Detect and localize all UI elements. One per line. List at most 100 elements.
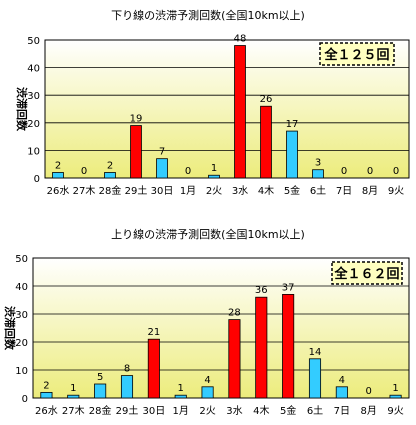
x-tick-label: 8月 — [362, 185, 378, 197]
bar-value-label: 0 — [341, 166, 347, 177]
x-tick-label: 9火 — [387, 405, 403, 417]
x-tick-label: 5金 — [284, 184, 300, 197]
y-axis-label: 渋滞回数 — [3, 306, 17, 351]
x-tick-label: 4木 — [253, 405, 269, 417]
total-badge: 全１２５回 — [319, 42, 395, 66]
x-tick-label: 6土 — [310, 184, 326, 197]
bar-value-label: 19 — [130, 114, 143, 125]
y-tick-label: 40 — [27, 64, 40, 75]
y-tick-labels: 0 10 20 30 40 50 — [27, 36, 40, 185]
x-tick-label: 2火 — [206, 185, 222, 197]
bar-value-label: 14 — [309, 347, 322, 358]
y-tick-label: 10 — [27, 146, 40, 157]
x-tick-label: 5金 — [280, 404, 296, 417]
bar-value-label: 4 — [204, 375, 210, 386]
x-tick-label: 30日 — [151, 186, 174, 197]
total-badge-box — [319, 42, 395, 66]
x-tick-label: 28金 — [89, 404, 112, 417]
bar-value-label: 0 — [366, 386, 372, 397]
y-axis-label: 渋滞回数 — [15, 87, 29, 132]
bar — [120, 375, 134, 399]
x-tick-label: 1月 — [173, 405, 189, 417]
x-tick-label: 2火 — [199, 405, 215, 417]
x-tick-label: 8月 — [361, 405, 377, 417]
bar — [286, 130, 298, 179]
bar-value-label: 0 — [367, 166, 373, 177]
bar-value-label: 28 — [228, 308, 241, 319]
x-tick-label: 29土 — [125, 184, 148, 197]
bar-value-label: 17 — [286, 119, 299, 130]
gridlines — [45, 67, 409, 151]
y-tick-label: 20 — [27, 119, 40, 130]
y-tick-label: 50 — [27, 36, 40, 47]
bar-value-label: 8 — [124, 364, 130, 375]
bar — [260, 105, 272, 179]
bar-value-label: 48 — [234, 34, 247, 45]
bar — [312, 169, 324, 179]
bar-value-label: 37 — [282, 282, 295, 293]
bar-value-label: 0 — [185, 166, 191, 177]
y-tick-label: 30 — [15, 310, 28, 321]
bar — [156, 158, 168, 179]
bar — [40, 391, 53, 399]
chart-title: 上り線の渋滞予測回数(全国10km以上) — [111, 227, 305, 241]
x-tick-label: 3水 — [226, 405, 242, 417]
bar — [208, 174, 220, 179]
x-tick-label: 28金 — [99, 184, 122, 197]
y-tick-label: 30 — [27, 91, 40, 102]
bar-value-label: 1 — [211, 163, 217, 174]
bar-value-label: 4 — [339, 375, 345, 386]
bar — [130, 125, 142, 179]
x-tick-label: 30日 — [142, 406, 165, 417]
bar — [104, 172, 116, 179]
y-tick-label: 50 — [15, 254, 28, 265]
bar-value-label: 0 — [81, 166, 87, 177]
bar-value-label: 2 — [43, 380, 49, 391]
bar — [282, 293, 295, 399]
bar — [147, 338, 160, 399]
bars: 2 0 2 19 7 0 1 48 26 17 3 0 0 0 — [52, 34, 399, 179]
x-tick-label: 26水 — [35, 405, 58, 417]
bar-value-label: 1 — [178, 383, 184, 394]
x-tick-label: 27木 — [73, 185, 96, 197]
total-badge-box — [331, 261, 403, 285]
bar-value-label: 1 — [70, 383, 76, 394]
bar-value-label: 36 — [255, 285, 268, 296]
y-tick-label: 20 — [15, 338, 28, 349]
bar — [52, 172, 64, 179]
x-tick-labels: 26水 27木 28金 29土 30日 1月 2火 3水 4木 5金 6土 7日 8月 9火 — [35, 404, 404, 417]
bar — [174, 394, 187, 399]
x-tick-label: 7日 — [336, 186, 352, 197]
bar-value-label: 3 — [315, 158, 321, 169]
total-badge-text: 全１２５回 — [323, 47, 389, 63]
bar-value-label: 0 — [393, 166, 399, 177]
bar — [389, 394, 402, 399]
y-tick-label: 10 — [15, 366, 28, 377]
x-tick-label: 4木 — [258, 185, 274, 197]
bar — [234, 45, 246, 179]
x-tick-label: 7日 — [334, 406, 350, 417]
x-tick-label: 3水 — [232, 185, 248, 197]
bar — [228, 319, 241, 399]
x-tick-label: 27木 — [62, 405, 85, 417]
bar-value-label: 5 — [97, 372, 103, 383]
bar — [67, 394, 80, 399]
x-tick-label: 6土 — [307, 404, 323, 417]
bar-value-label: 7 — [159, 147, 165, 158]
total-badge: 全１６２回 — [331, 261, 403, 285]
x-tick-label: 9火 — [388, 185, 404, 197]
y-tick-label: 0 — [22, 394, 28, 405]
bar — [94, 383, 107, 399]
bar-value-label: 21 — [147, 327, 160, 338]
chart-title: 下り線の渋滞予測回数(全国10km以上) — [111, 8, 305, 22]
total-badge-text: 全１６２回 — [333, 266, 399, 282]
bar-value-label: 1 — [392, 383, 398, 394]
bar — [255, 296, 268, 399]
bar-value-label: 2 — [55, 160, 61, 171]
y-tick-label: 40 — [15, 282, 28, 293]
bar — [201, 386, 214, 399]
